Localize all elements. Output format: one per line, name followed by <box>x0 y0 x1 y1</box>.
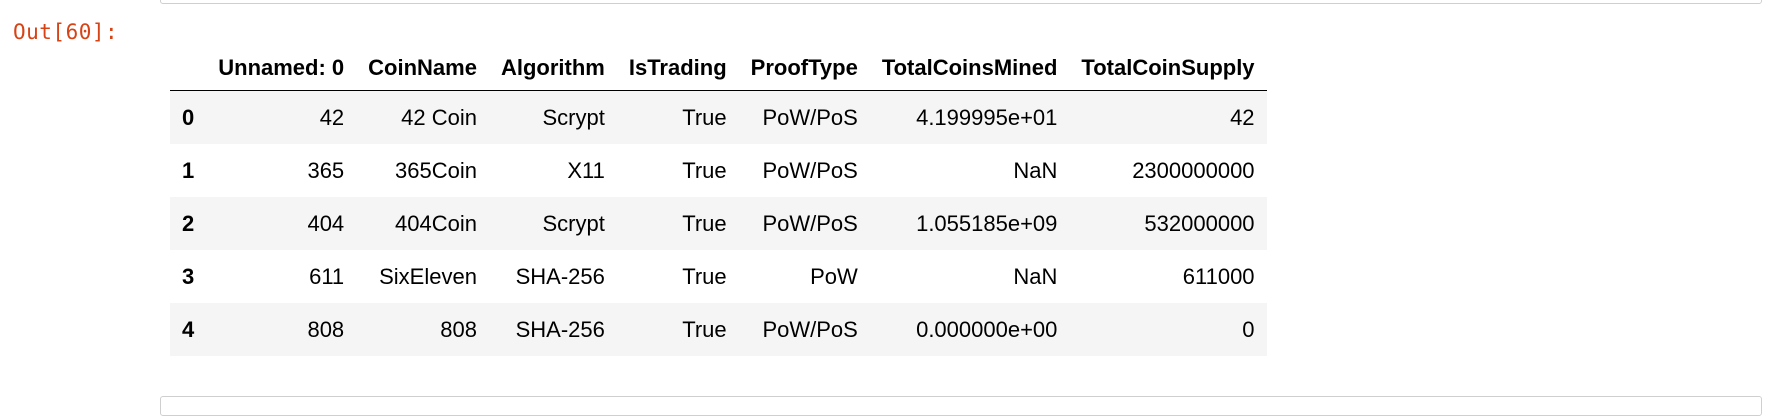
row-index: 0 <box>182 104 195 130</box>
table-cell: 4.199995e+01 <box>916 104 1058 130</box>
table-cell: 365 <box>307 157 345 183</box>
table-cell: NaN <box>1013 157 1058 183</box>
column-header-algorithm: Algorithm <box>488 46 617 91</box>
table-row: 3 611 SixEleven SHA-256 True PoW NaN 611… <box>170 250 1267 303</box>
table-cell: Scrypt <box>542 210 605 236</box>
table-cell: Scrypt <box>542 104 605 130</box>
table-cell: 611000 <box>1182 263 1255 289</box>
row-index: 2 <box>182 210 195 236</box>
table-cell: SixEleven <box>379 263 477 289</box>
table-cell: 532000000 <box>1144 210 1255 236</box>
table-cell: 42 <box>1230 104 1255 130</box>
row-index: 4 <box>182 316 195 342</box>
table-cell: 0.000000e+00 <box>916 316 1058 342</box>
table-cell: PoW/PoS <box>762 210 858 236</box>
table-cell: True <box>682 104 727 130</box>
table-cell: True <box>682 316 727 342</box>
table-cell: PoW/PoS <box>762 104 858 130</box>
table-cell: 1.055185e+09 <box>916 210 1058 236</box>
table-cell: 404 <box>307 210 345 236</box>
table-cell: 404Coin <box>395 210 477 236</box>
table-cell: PoW/PoS <box>762 157 858 183</box>
table-cell: 42 <box>319 104 345 130</box>
table-cell: 808 <box>307 316 345 342</box>
cell-output: Unnamed: 0 CoinName Algorithm IsTrading … <box>170 46 1267 356</box>
table-cell: 365Coin <box>395 157 477 183</box>
column-header-unnamed-0: Unnamed: 0 <box>206 46 357 91</box>
table-row: 1 365 365Coin X11 True PoW/PoS NaN 23000… <box>170 144 1267 197</box>
table-cell: PoW <box>810 263 858 289</box>
row-index: 1 <box>182 157 195 183</box>
table-cell: 611 <box>309 263 345 289</box>
table-row: 2 404 404Coin Scrypt True PoW/PoS 1.0551… <box>170 197 1267 250</box>
column-header-totalcoinsmined: TotalCoinsMined <box>869 46 1070 91</box>
column-header-istrading: IsTrading <box>616 46 739 91</box>
column-header-prooftype: ProofType <box>738 46 870 91</box>
table-cell: 0 <box>1242 316 1255 342</box>
table-cell: PoW/PoS <box>762 316 858 342</box>
table-cell: True <box>682 210 727 236</box>
previous-cell-border[interactable] <box>160 0 1762 4</box>
table-cell: 808 <box>440 316 477 342</box>
table-row: 0 42 42 Coin Scrypt True PoW/PoS 4.19999… <box>170 90 1267 144</box>
column-header-coinname: CoinName <box>356 46 489 91</box>
table-cell: True <box>682 157 727 183</box>
row-index: 3 <box>182 263 195 289</box>
column-header-totalcoinsupply: TotalCoinSupply <box>1069 46 1267 91</box>
output-prompt: Out[60]: <box>13 20 119 44</box>
table-cell: 2300000000 <box>1132 157 1255 183</box>
next-cell-border[interactable] <box>160 396 1762 416</box>
table-header-row: Unnamed: 0 CoinName Algorithm IsTrading … <box>170 46 1267 91</box>
dataframe-table: Unnamed: 0 CoinName Algorithm IsTrading … <box>170 46 1267 356</box>
table-cell: True <box>682 263 727 289</box>
index-header <box>170 46 207 91</box>
table-cell: X11 <box>567 157 605 183</box>
table-cell: SHA-256 <box>515 263 605 289</box>
table-cell: NaN <box>1013 263 1058 289</box>
table-row: 4 808 808 SHA-256 True PoW/PoS 0.000000e… <box>170 303 1267 356</box>
table-cell: 42 Coin <box>401 104 477 130</box>
table-cell: SHA-256 <box>515 316 605 342</box>
